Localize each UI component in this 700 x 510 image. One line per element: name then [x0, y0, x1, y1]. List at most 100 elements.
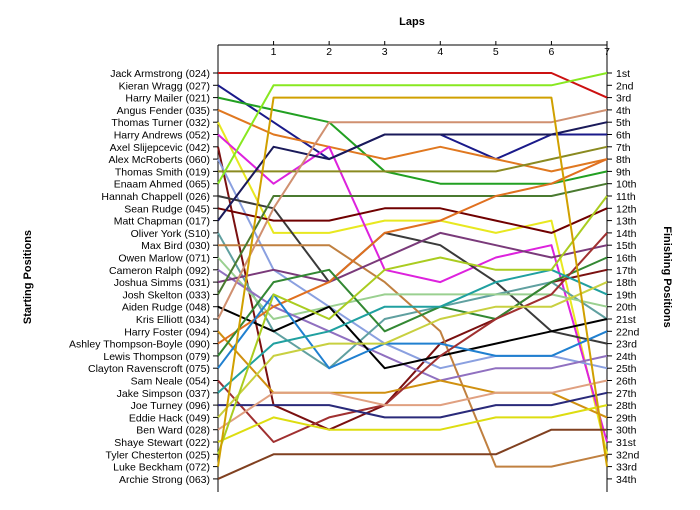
series-line: [217, 256, 608, 357]
finishing-position-label: 32nd: [616, 449, 640, 461]
x-tick-label: 1: [271, 46, 277, 58]
x-tick-label: 3: [382, 46, 388, 58]
starting-position-label: Sam Neale (054): [131, 376, 210, 388]
x-tick-label: 4: [437, 46, 443, 58]
finishing-position-label: 2nd: [616, 80, 634, 92]
starting-position-label: Axel Slijepcevic (042): [110, 142, 210, 154]
series-line: [217, 404, 608, 443]
finishing-position-label: 22nd: [616, 326, 640, 338]
finishing-position-label: 6th: [616, 130, 631, 142]
finishing-position-label: 14th: [616, 228, 637, 240]
starting-position-label: Sean Rudge (045): [124, 203, 210, 215]
series-lines: [217, 72, 608, 480]
series-line: [218, 72, 608, 99]
starting-position-label: Ashley Thompson-Boyle (090): [69, 339, 210, 351]
starting-position-labels: Jack Armstrong (024)Kieran Wragg (027)Ha…: [69, 68, 210, 486]
series-line: [217, 428, 607, 480]
series-line: [217, 207, 608, 234]
starting-position-label: Shaye Stewart (022): [114, 437, 210, 449]
series-line: [217, 96, 608, 185]
x-tick-label: 5: [493, 46, 499, 58]
series-line: [217, 232, 608, 370]
y-axis-title-left: Starting Positions: [22, 230, 34, 324]
starting-position-label: Jake Simpson (037): [117, 388, 210, 400]
finishing-position-label: 8th: [616, 154, 631, 166]
finishing-position-label: 19th: [616, 289, 637, 301]
finishing-position-label: 20th: [616, 302, 637, 314]
starting-position-label: Josh Skelton (033): [122, 289, 210, 301]
starting-position-label: Cameron Ralph (092): [109, 265, 210, 277]
series-line: [217, 256, 608, 320]
starting-position-label: Eddie Hack (049): [129, 412, 210, 424]
starting-position-label: Tyler Chesterton (025): [106, 449, 210, 461]
finishing-position-label: 4th: [616, 105, 631, 117]
finishing-position-label: 7th: [616, 142, 631, 154]
finishing-position-label: 1st: [616, 68, 630, 80]
chart-title: Laps: [399, 16, 425, 28]
finishing-position-label: 24th: [616, 351, 637, 363]
series-line: [217, 96, 608, 467]
series-line: [217, 182, 608, 295]
series-line: [217, 281, 608, 419]
finishing-position-label: 13th: [616, 216, 637, 228]
starting-position-label: Luke Beckham (072): [113, 462, 210, 474]
series-line: [217, 121, 608, 455]
series-line: [217, 305, 608, 370]
starting-position-label: Owen Marlow (071): [118, 253, 210, 265]
starting-position-label: Ben Ward (028): [136, 425, 210, 437]
starting-position-label: Joe Turney (096): [131, 400, 210, 412]
finishing-position-label: 31st: [616, 437, 636, 449]
starting-position-label: Angus Fender (035): [117, 105, 210, 117]
starting-position-label: Thomas Turner (032): [111, 117, 210, 129]
starting-position-label: Aiden Rudge (048): [122, 302, 210, 314]
series-line: [217, 108, 608, 173]
x-tick-label: 7: [604, 46, 610, 58]
finishing-position-label: 12th: [616, 203, 637, 215]
series-line: [217, 231, 608, 284]
finishing-position-label: 27th: [616, 388, 637, 400]
finishing-position-label: 3rd: [616, 93, 631, 105]
series-line: [217, 293, 608, 370]
finishing-position-label: 11th: [616, 191, 636, 203]
series-line: [217, 268, 608, 394]
finishing-position-label: 16th: [616, 253, 637, 265]
finishing-position-label: 29th: [616, 412, 637, 424]
series-line: [217, 379, 608, 431]
starting-position-label: Harry Andrews (052): [114, 130, 210, 142]
finishing-position-label: 34th: [616, 474, 637, 486]
series-line: [218, 145, 608, 173]
finishing-position-label: 17th: [616, 265, 637, 277]
starting-position-label: Hannah Chappell (026): [101, 191, 210, 203]
finishing-position-label: 28th: [616, 400, 637, 412]
starting-position-label: Kris Elliott (034): [136, 314, 210, 326]
starting-position-label: Jack Armstrong (024): [110, 68, 210, 80]
starting-position-label: Clayton Ravenscroft (075): [88, 363, 210, 375]
series-line: [217, 268, 608, 382]
x-tick-label: 2: [326, 46, 332, 58]
finishing-position-label: 5th: [616, 117, 631, 129]
starting-position-label: Max Bird (030): [141, 240, 210, 252]
finishing-position-label: 25th: [616, 363, 637, 375]
finishing-position-label: 26th: [616, 376, 637, 388]
starting-position-label: Kieran Wragg (027): [119, 80, 210, 92]
finishing-position-label: 23rd: [616, 339, 637, 351]
finishing-position-label: 21st: [616, 314, 636, 326]
finishing-position-label: 9th: [616, 166, 631, 178]
starting-position-label: Thomas Smith (019): [115, 166, 210, 178]
finishing-position-label: 15th: [616, 240, 637, 252]
finishing-position-label: 10th: [616, 179, 637, 191]
series-line: [217, 195, 608, 455]
series-line: [217, 158, 608, 345]
series-line: [217, 121, 608, 222]
series-line: [217, 72, 608, 185]
finishing-position-label: 18th: [616, 277, 637, 289]
finishing-position-label: 30th: [616, 425, 637, 437]
series-line: [217, 108, 608, 320]
starting-position-label: Joshua Simms (031): [114, 277, 210, 289]
starting-position-label: Alex McRoberts (060): [108, 154, 210, 166]
starting-position-label: Oliver York (S10): [131, 228, 210, 240]
finishing-position-labels: 1st2nd3rd4th5th6th7th8th9th10th11th12th1…: [616, 68, 640, 486]
chart-axes: [213, 41, 612, 492]
starting-position-label: Harry Mailer (021): [125, 93, 210, 105]
